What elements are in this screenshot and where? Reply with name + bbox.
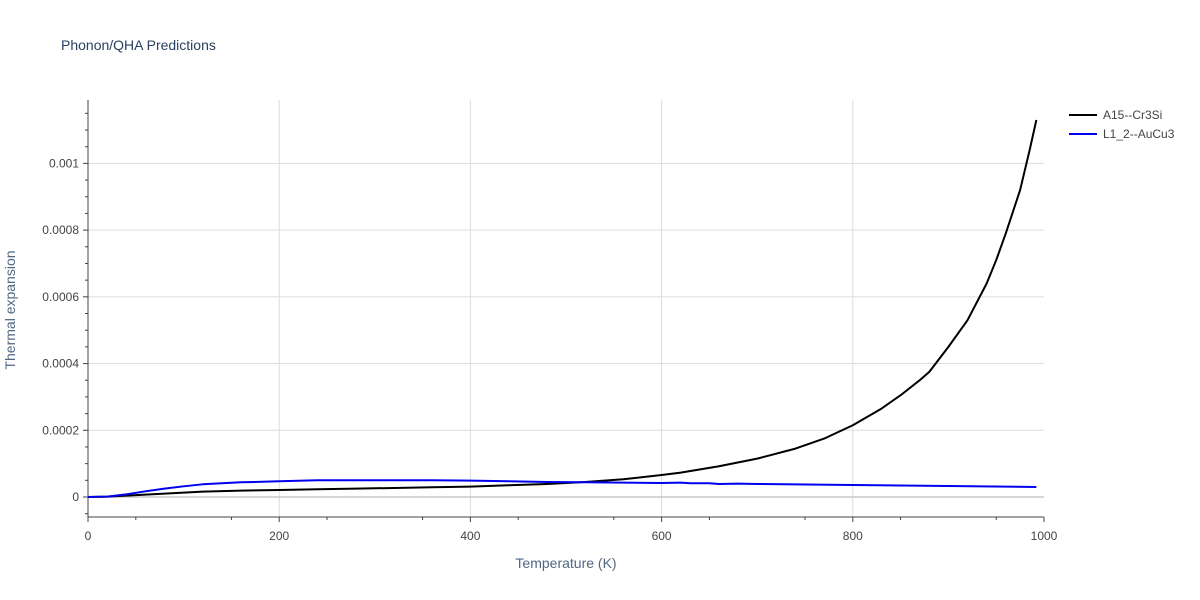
x-tick-label: 600 bbox=[652, 529, 672, 543]
axes: 0 200 400 600 800 1000 0 0.0002 0.0004 0.0006 0.00… bbox=[42, 100, 1058, 543]
x-tick-label: 1000 bbox=[1031, 529, 1058, 543]
x-axis-title: Temperature (K) bbox=[515, 555, 616, 571]
series-line-a15-cr3si bbox=[87, 119, 1038, 498]
legend-item[interactable]: L1_2--AuCu3 bbox=[1069, 127, 1175, 141]
legend-label: A15--Cr3Si bbox=[1103, 108, 1162, 122]
x-tick-label: 800 bbox=[843, 529, 863, 543]
y-axis-title: Thermal expansion bbox=[2, 250, 18, 369]
series-line-l1-2-aucu3 bbox=[87, 479, 1037, 498]
grid-lines bbox=[88, 100, 1044, 517]
y-tick-label: 0.0006 bbox=[42, 290, 79, 304]
y-tick-label: 0.0002 bbox=[42, 423, 79, 437]
series-lines bbox=[87, 119, 1038, 498]
legend-label: L1_2--AuCu3 bbox=[1103, 127, 1175, 141]
legend-item[interactable]: A15--Cr3Si bbox=[1069, 108, 1162, 122]
legend[interactable]: A15--Cr3Si L1_2--AuCu3 bbox=[1069, 108, 1175, 141]
x-tick-label: 400 bbox=[460, 529, 480, 543]
chart-title: Phonon/QHA Predictions bbox=[61, 37, 216, 53]
y-tick-label: 0.001 bbox=[49, 156, 79, 170]
y-tick-label: 0 bbox=[72, 490, 79, 504]
x-tick-label: 200 bbox=[269, 529, 289, 543]
x-tick-label: 0 bbox=[85, 529, 92, 543]
y-tick-label: 0.0008 bbox=[42, 223, 79, 237]
y-tick-label: 0.0004 bbox=[42, 357, 79, 371]
